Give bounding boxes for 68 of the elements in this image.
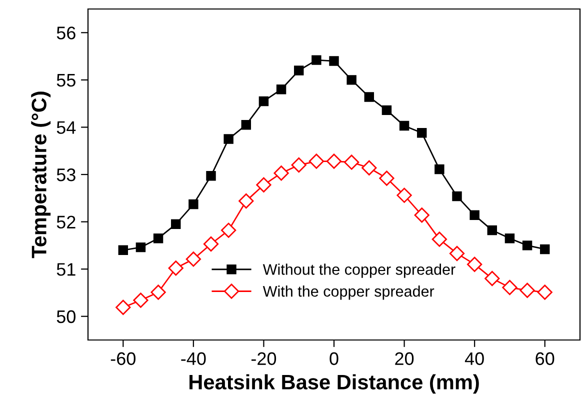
x-tick-label: -20 — [251, 352, 276, 366]
point — [484, 270, 500, 286]
point — [537, 284, 552, 300]
y-tick-label: 54 — [56, 121, 76, 134]
y-tick-label: 51 — [56, 263, 76, 276]
point — [241, 120, 252, 130]
point — [326, 154, 342, 169]
y-tick-label: 52 — [56, 216, 76, 229]
point — [133, 292, 148, 308]
point — [399, 120, 410, 131]
point — [379, 170, 394, 186]
point — [221, 222, 236, 238]
point — [346, 75, 356, 85]
legend-label: Without the copper spreader — [262, 264, 456, 278]
point — [153, 233, 164, 244]
point — [329, 56, 339, 66]
point — [256, 177, 272, 192]
point — [540, 244, 550, 254]
point — [452, 191, 462, 202]
x-tick-label: 0 — [330, 352, 338, 366]
point — [414, 208, 430, 223]
y-tick-label: 53 — [56, 168, 76, 182]
point — [504, 233, 515, 244]
point — [467, 256, 482, 272]
y-tick-label: 50 — [56, 310, 76, 324]
point — [432, 232, 447, 247]
y-tick-label: 56 — [56, 26, 76, 40]
legend-label: With the copper spreader — [262, 286, 434, 300]
point — [168, 260, 184, 276]
point — [364, 92, 374, 102]
x-tick-label: 60 — [536, 352, 554, 366]
point — [502, 280, 518, 296]
point — [186, 252, 201, 267]
x-tick-label: -40 — [181, 352, 206, 366]
point — [308, 154, 324, 169]
point — [382, 105, 392, 116]
x-axis-title: Heatsink Base Distance (mm) — [190, 374, 479, 394]
point — [203, 236, 219, 252]
point — [276, 84, 286, 94]
point — [416, 128, 427, 138]
point — [206, 171, 216, 181]
point — [238, 193, 254, 209]
x-tick-label: 20 — [395, 352, 414, 366]
point — [362, 160, 377, 176]
x-tick-label: -60 — [110, 352, 136, 366]
point — [449, 246, 465, 262]
point — [344, 154, 360, 170]
point — [224, 134, 234, 144]
point — [136, 242, 146, 252]
point — [118, 245, 128, 256]
point — [520, 282, 535, 298]
point — [487, 225, 498, 236]
y-tick-label: 55 — [56, 74, 76, 87]
point — [294, 66, 304, 76]
point — [116, 300, 131, 315]
y-axis-title: Temperature (°C) — [31, 92, 51, 258]
point — [188, 199, 198, 210]
point — [291, 157, 306, 173]
x-tick-label: 40 — [464, 352, 484, 366]
point — [396, 188, 412, 203]
point — [312, 55, 322, 65]
point — [258, 96, 269, 106]
point — [170, 219, 181, 230]
point — [434, 164, 444, 174]
point — [274, 166, 289, 181]
point — [150, 284, 166, 300]
point — [470, 210, 480, 220]
point — [522, 240, 532, 250]
